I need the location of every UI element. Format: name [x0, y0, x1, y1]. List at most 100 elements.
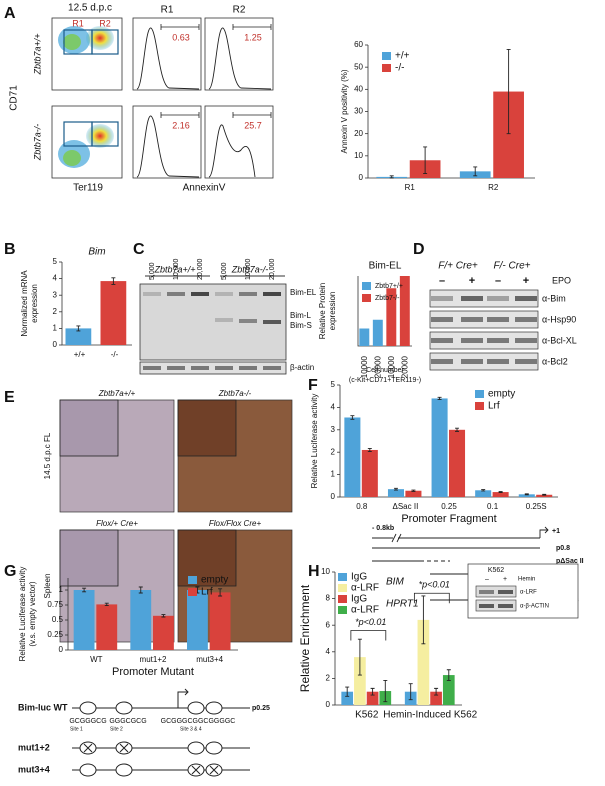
x-tick-label: 0.25 [441, 502, 457, 511]
bar [399, 276, 410, 346]
legend-label: empty [201, 575, 228, 586]
tss: +1 [552, 528, 560, 535]
mutant: mut3+4 [18, 764, 50, 774]
genotype: Zbtb7a+/+ [32, 33, 42, 75]
genotype: Flox/+ Cre+ [96, 519, 138, 528]
bar [430, 691, 442, 705]
histogram [208, 124, 256, 178]
y-tick-label: 6 [326, 620, 331, 629]
percentage: 1.25 [244, 32, 262, 42]
band [487, 317, 509, 322]
mutation [191, 765, 201, 775]
y-axis-label: Relative Luciferase activity [18, 567, 27, 662]
x-tick-label: 0.8 [356, 502, 368, 511]
y-tick-label: 4 [331, 403, 336, 412]
histogram-gate [232, 24, 272, 30]
y-tick-label: 8 [326, 594, 331, 603]
genotype: Zbtb7a-/- [231, 264, 269, 274]
error-bar [473, 166, 478, 177]
panel-letter: C [133, 241, 145, 258]
construct-label: pΔSac II [556, 558, 584, 565]
error-bar [82, 587, 87, 593]
y-tick-label: 0 [326, 700, 331, 709]
histogram [136, 115, 200, 178]
error-bar [446, 669, 451, 681]
histogram-gate-label: R2 [233, 5, 246, 16]
y-tick-label: 0.5 [52, 615, 64, 624]
error-bar [481, 489, 486, 492]
histogram [136, 27, 200, 90]
panel-letter: A [4, 5, 16, 22]
error-bar [350, 415, 355, 420]
legend-label: α-LRF [351, 583, 379, 594]
y-tick-label: 0 [359, 173, 364, 182]
y-tick-label: 0.25 [47, 630, 63, 639]
sign: + [523, 275, 529, 287]
band [431, 338, 453, 343]
genotype: Zbtb7a-/- [32, 124, 42, 162]
band [191, 366, 209, 370]
bar [387, 489, 405, 497]
site: Site 1 [70, 726, 83, 732]
legend-swatch [338, 595, 347, 603]
axis-marker: Ter119 [73, 183, 103, 194]
bar [475, 490, 492, 497]
histology-inset [177, 399, 237, 457]
x-tick-label: K562 [355, 710, 379, 721]
y-tick-label: 0 [53, 340, 58, 349]
error-bar [389, 175, 394, 179]
band-label: Bim-L [290, 311, 311, 320]
y-tick-label: 0 [59, 645, 64, 654]
annotation: *p<0.01 [355, 617, 386, 627]
mutation [83, 743, 93, 753]
y-tick-label: 5 [331, 380, 336, 389]
bar [187, 590, 208, 650]
blot [429, 352, 539, 371]
binding-site [115, 763, 133, 777]
percentage: 0.63 [172, 32, 190, 42]
band [239, 292, 257, 296]
genotype: Flox/Flox Cre+ [209, 519, 262, 528]
binding-site [205, 701, 223, 715]
bar [130, 590, 152, 650]
legend-group: HPRT1 [386, 599, 419, 610]
x-tick-label: WT [90, 655, 103, 664]
lane-label: 20,000 [269, 258, 276, 280]
band [479, 590, 494, 594]
histology-inset [59, 399, 119, 457]
mutation [119, 743, 129, 753]
band [167, 366, 185, 370]
bar [492, 492, 509, 497]
genotype: F/+ Cre+ [438, 261, 478, 272]
band [191, 292, 209, 296]
legend-swatch [338, 573, 347, 581]
legend-label: +/+ [395, 51, 410, 62]
site: Site 2 [110, 726, 123, 732]
sign: + [469, 275, 475, 287]
x-tick-label: 20000 [373, 355, 382, 378]
gate-label: R2 [99, 18, 111, 28]
percentage: 2.16 [172, 120, 190, 130]
y-axis-label: Relative Protein [318, 283, 327, 339]
legend-swatch [188, 576, 197, 584]
panel-letter: F [308, 377, 318, 394]
promoter [372, 526, 549, 543]
x-axis-label: Cell number [366, 367, 404, 374]
band [461, 296, 483, 301]
bar [417, 619, 430, 705]
bar [100, 281, 127, 345]
band [215, 366, 233, 370]
sign: + [503, 576, 507, 583]
histogram [208, 27, 272, 90]
y-axis-label: expression [30, 284, 39, 323]
x-tick-label: R2 [488, 183, 499, 192]
bar [96, 604, 118, 650]
blot [475, 585, 517, 598]
bar [65, 328, 92, 345]
x-tick-label: 0.25S [526, 502, 547, 511]
legend-label: -/- [395, 63, 404, 74]
y-tick-label: 50 [354, 62, 363, 71]
band [461, 317, 483, 322]
legend-label: Lrf [201, 587, 213, 598]
y-tick-label: 0.75 [47, 600, 63, 609]
